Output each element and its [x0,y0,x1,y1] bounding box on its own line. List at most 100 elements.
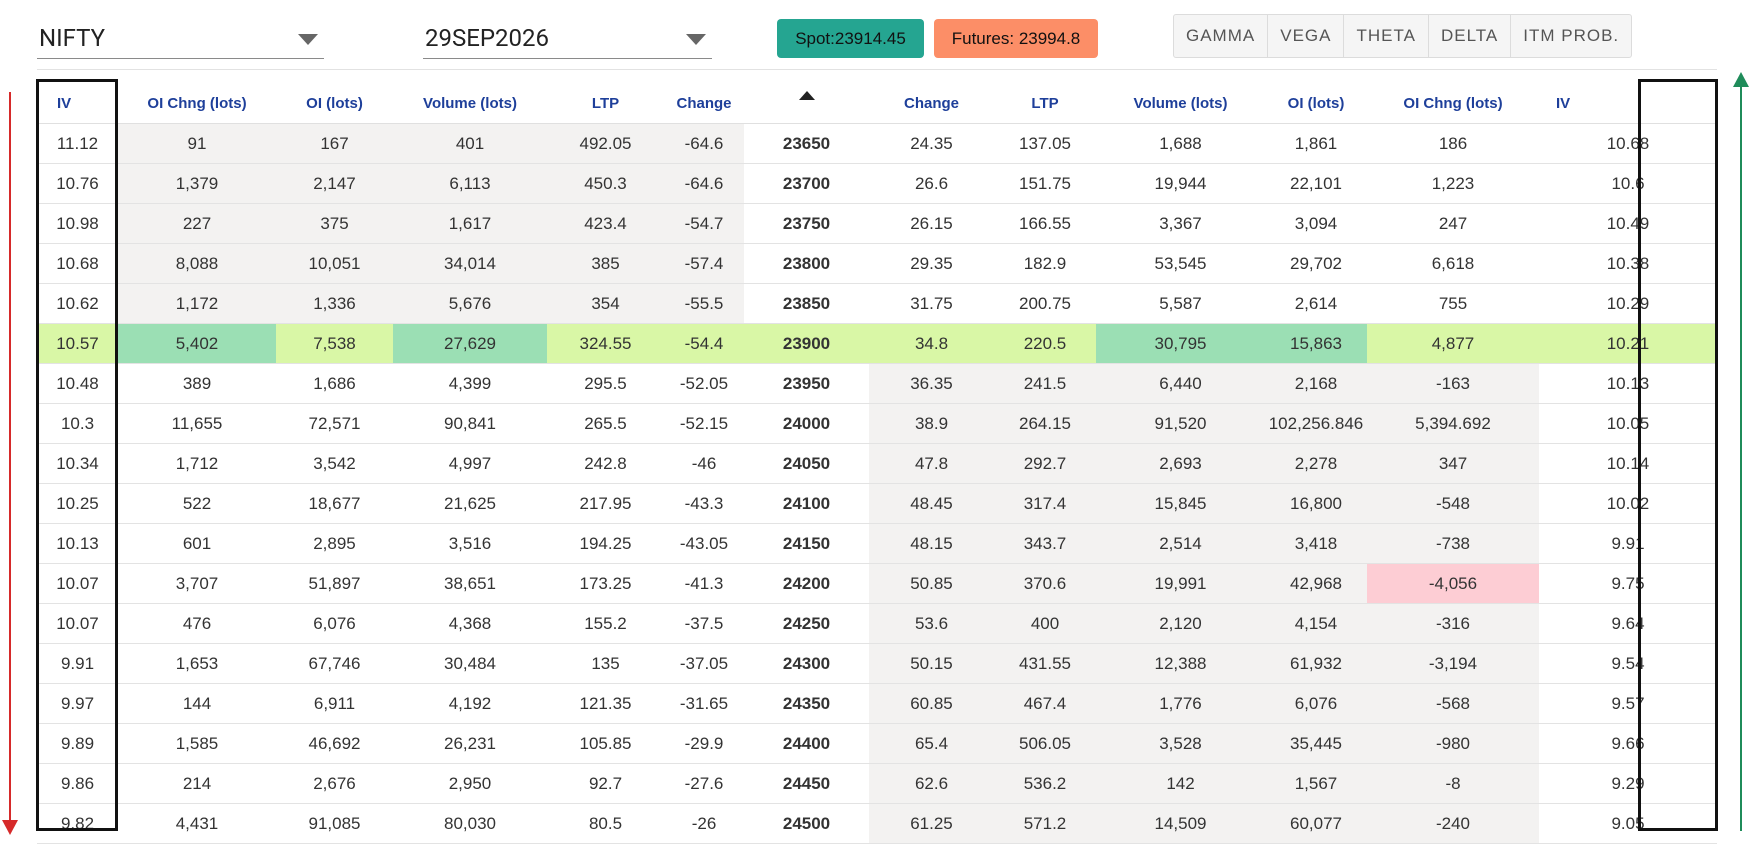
call-volume-cell: 80,030 [393,803,547,844]
table-row[interactable]: 9.82 4,431 91,085 80,030 80.5 -26 24500 61.25 57… [37,803,1717,844]
symbol-select[interactable]: NIFTY [37,18,324,59]
put-ltp-cell: 151.75 [994,163,1096,204]
call-volume-cell: 6,113 [393,163,547,204]
put-oi-change-cell: -316 [1367,603,1539,644]
call-oi-change-cell: 144 [118,683,276,724]
header-call-oi[interactable]: OI (lots) [276,83,393,124]
put-ltp-cell: 292.7 [994,443,1096,484]
strike-price-cell: 24400 [744,723,869,764]
table-row[interactable]: 9.97 144 6,911 4,192 121.35 -31.65 24350 60.85 4… [37,683,1717,724]
call-volume-cell: 4,192 [393,683,547,724]
call-iv-cell: 10.34 [37,443,118,484]
table-row[interactable]: 10.68 8,088 10,051 34,014 385 -57.4 23800 29.35… [37,243,1717,284]
header-put-change[interactable]: Change [869,83,994,124]
header-call-ltp[interactable]: LTP [547,83,664,124]
put-change-cell: 38.9 [869,403,994,444]
vega-button[interactable]: VEGA [1268,15,1345,57]
atm-row[interactable]: 10.57 5,402 7,538 27,629 324.55 -54.4 23900 34.… [37,323,1717,364]
call-oi-cell: 7,538 [276,323,393,364]
table-row[interactable]: 10.62 1,172 1,336 5,676 354 -55.5 23850 31.75 20… [37,283,1717,324]
header-put-volume[interactable]: Volume (lots) [1096,83,1265,124]
put-oi-cell: 2,278 [1265,443,1367,484]
header-strike-sort[interactable] [744,83,869,124]
symbol-value: NIFTY [39,24,106,52]
call-change-cell: -41.3 [664,563,744,604]
put-volume-cell: 5,587 [1096,283,1265,324]
call-oi-change-cell: 1,653 [118,643,276,684]
table-row[interactable]: 10.13 601 2,895 3,516 194.25 -43.05 24150 48.15… [37,523,1717,564]
put-oi-change-cell: 6,618 [1367,243,1539,284]
strike-price-cell: 24350 [744,683,869,724]
put-change-cell: 26.15 [869,203,994,244]
call-change-cell: -27.6 [664,763,744,804]
table-row[interactable]: 11.12 91 167 401 492.05 -64.6 23650 24.35 137.05… [37,123,1717,164]
table-row[interactable]: 10.07 476 6,076 4,368 155.2 -37.5 24250 53.6 400… [37,603,1717,644]
call-iv-cell: 11.12 [37,123,118,164]
put-oi-change-cell: -4,056 [1367,563,1539,604]
call-iv-cell: 10.48 [37,363,118,404]
put-oi-change-cell: -738 [1367,523,1539,564]
table-row[interactable]: 9.86 214 2,676 2,950 92.7 -27.6 24450 62.6 536.2… [37,763,1717,804]
put-oi-cell: 3,418 [1265,523,1367,564]
theta-button[interactable]: THETA [1344,15,1429,57]
call-oi-change-cell: 227 [118,203,276,244]
gamma-button[interactable]: GAMMA [1174,15,1269,57]
call-oi-cell: 6,911 [276,683,393,724]
table-row[interactable]: 9.89 1,585 46,692 26,231 105.85 -29.9 24400 65.… [37,723,1717,764]
put-oi-change-cell: 755 [1367,283,1539,324]
sort-up-icon[interactable] [798,90,815,100]
put-oi-cell: 4,154 [1265,603,1367,644]
table-row[interactable]: 10.76 1,379 2,147 6,113 450.3 -64.6 23700 26.6 1… [37,163,1717,204]
call-oi-change-cell: 91 [118,123,276,164]
header-put-ltp[interactable]: LTP [994,83,1096,124]
put-change-cell: 53.6 [869,603,994,644]
header-put-oi-change[interactable]: OI Chng (lots) [1367,83,1539,124]
put-oi-cell: 35,445 [1265,723,1367,764]
strike-price-cell: 24100 [744,483,869,524]
call-ltp-cell: 324.55 [547,323,664,364]
put-oi-cell: 61,932 [1265,643,1367,684]
itm-prob-button[interactable]: ITM PROB. [1523,26,1620,45]
table-row[interactable]: 10.98 227 375 1,617 423.4 -54.7 23750 26.15 166.… [37,203,1717,244]
header-call-volume[interactable]: Volume (lots) [393,83,547,124]
call-ltp-cell: 135 [547,643,664,684]
call-ltp-cell: 385 [547,243,664,284]
expiry-select[interactable]: 29SEP2026 [423,18,712,59]
table-row[interactable]: 10.3 11,655 72,571 90,841 265.5 -52.15 24000 38… [37,403,1717,444]
put-ltp-cell: 467.4 [994,683,1096,724]
put-volume-cell: 19,944 [1096,163,1265,204]
call-oi-cell: 2,147 [276,163,393,204]
call-change-cell: -57.4 [664,243,744,284]
put-change-cell: 48.15 [869,523,994,564]
arrow-up-icon [1733,72,1749,87]
call-oi-change-cell: 5,402 [118,323,276,364]
header-put-iv[interactable]: IV [1539,83,1717,124]
call-iv-cell: 9.89 [37,723,118,764]
table-row[interactable]: 10.25 522 18,677 21,625 217.95 -43.3 24100 48.4… [37,483,1717,524]
put-iv-cell: 10.13 [1539,363,1717,404]
header-call-change[interactable]: Change [664,83,744,124]
table-row[interactable]: 10.48 389 1,686 4,399 295.5 -52.05 23950 36.35 2… [37,363,1717,404]
put-change-cell: 50.85 [869,563,994,604]
put-volume-cell: 30,795 [1096,323,1265,364]
put-iv-cell: 9.54 [1539,643,1717,684]
arrow-down-icon [2,820,18,835]
put-oi-change-cell: -568 [1367,683,1539,724]
chevron-down-icon[interactable] [686,34,706,45]
header-call-oi-change[interactable]: OI Chng (lots) [118,83,276,124]
header-put-oi[interactable]: OI (lots) [1265,83,1367,124]
put-iv-cell: 9.29 [1539,763,1717,804]
put-iv-cell: 9.91 [1539,523,1717,564]
put-volume-cell: 2,120 [1096,603,1265,644]
table-row[interactable]: 10.07 3,707 51,897 38,651 173.25 -41.3 24200 50… [37,563,1717,604]
call-change-cell: -29.9 [664,723,744,764]
table-row[interactable]: 9.91 1,653 67,746 30,484 135 -37.05 24300 50.15… [37,643,1717,684]
chevron-down-icon[interactable] [298,34,318,45]
delta-button[interactable]: DELTA [1429,15,1512,57]
table-row[interactable]: 10.34 1,712 3,542 4,997 242.8 -46 24050 47.8 292… [37,443,1717,484]
header-call-iv[interactable]: IV [37,83,118,124]
call-oi-cell: 1,686 [276,363,393,404]
put-change-cell: 26.6 [869,163,994,204]
call-iv-cell: 10.07 [37,563,118,604]
put-volume-cell: 1,776 [1096,683,1265,724]
